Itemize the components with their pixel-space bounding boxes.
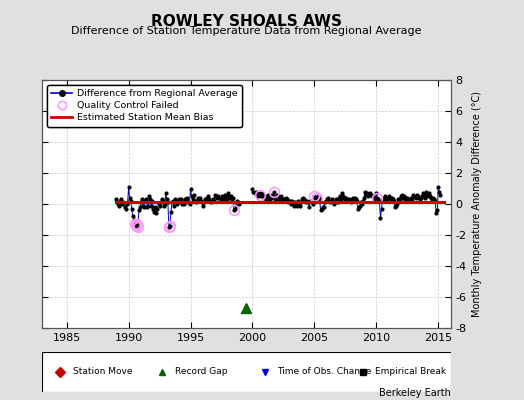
Text: Time of Obs. Change: Time of Obs. Change — [277, 368, 372, 376]
Text: Record Gap: Record Gap — [175, 368, 227, 376]
Text: Station Move: Station Move — [72, 368, 132, 376]
Legend: Difference from Regional Average, Quality Control Failed, Estimated Station Mean: Difference from Regional Average, Qualit… — [47, 85, 242, 127]
Text: ROWLEY SHOALS AWS: ROWLEY SHOALS AWS — [151, 14, 342, 29]
Text: Berkeley Earth: Berkeley Earth — [379, 388, 451, 398]
Text: Empirical Break: Empirical Break — [375, 368, 446, 376]
Text: Difference of Station Temperature Data from Regional Average: Difference of Station Temperature Data f… — [71, 26, 421, 36]
Y-axis label: Monthly Temperature Anomaly Difference (°C): Monthly Temperature Anomaly Difference (… — [472, 91, 482, 317]
